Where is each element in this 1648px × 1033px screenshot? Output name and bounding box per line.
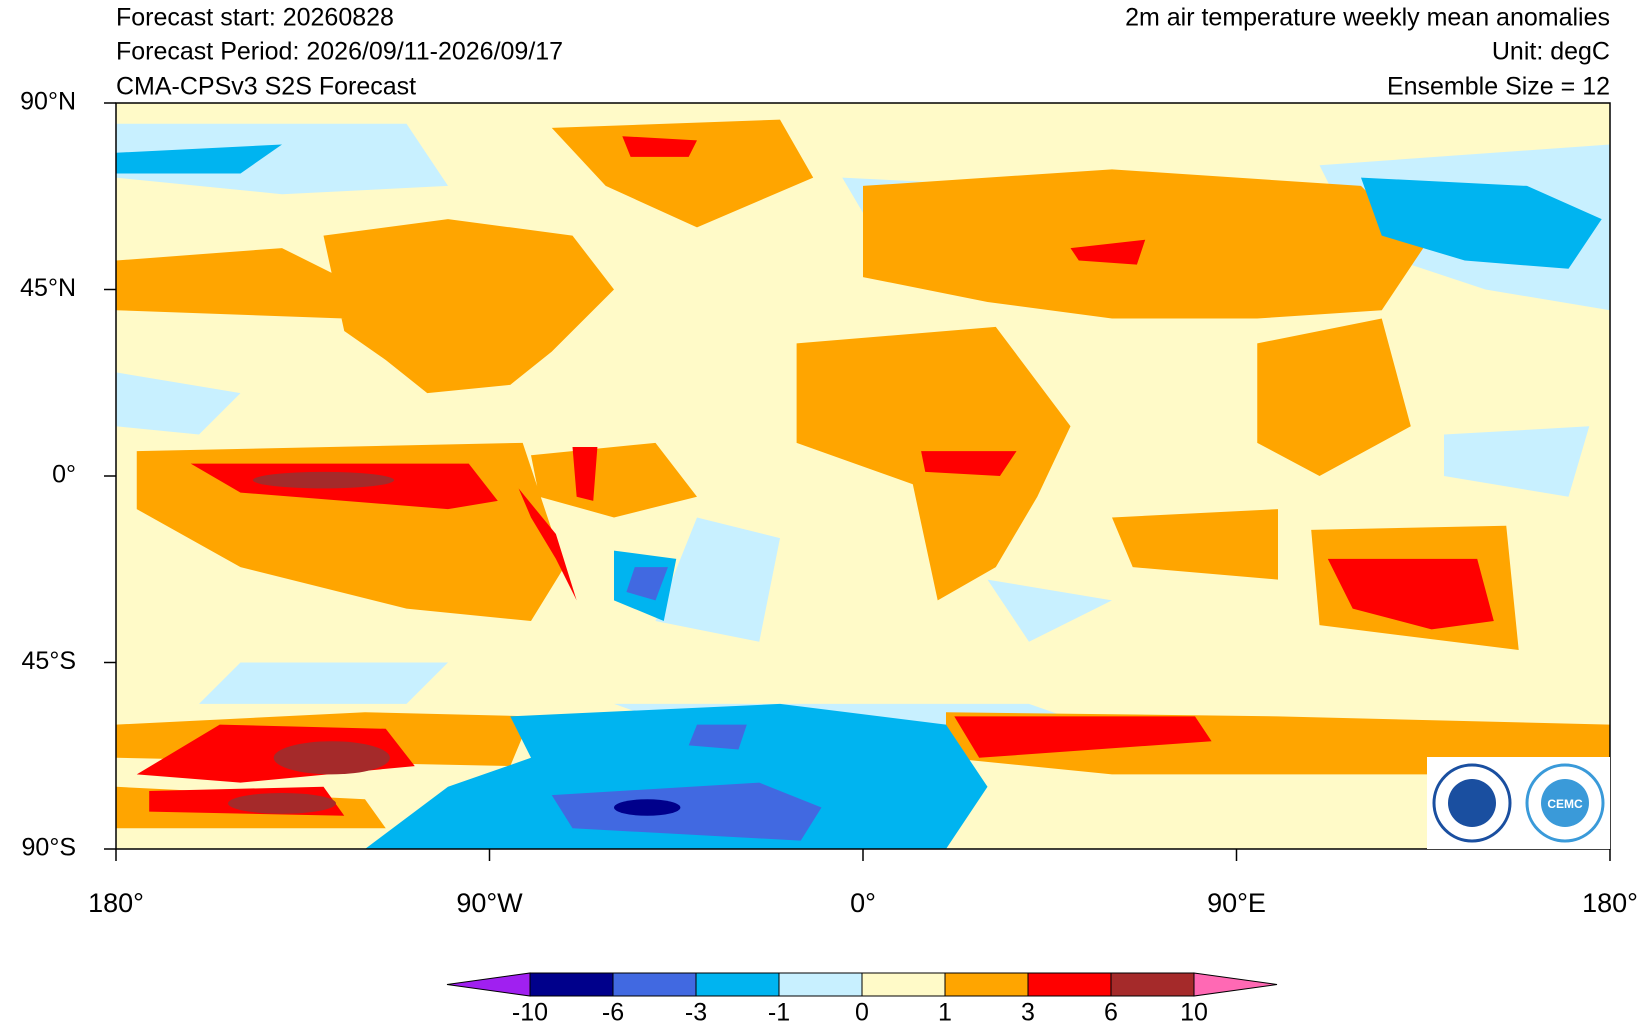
header-text: Ensemble Size = 12 [1387,73,1610,101]
colorbar-label: 3 [1021,999,1035,1027]
y-tick-label: 45°N [20,274,76,302]
colorbar-box [695,972,780,997]
colorbar-label: 10 [1180,999,1208,1027]
header-text: 2m air temperature weekly mean anomalies [1125,4,1610,32]
x-tick-label: 0° [850,888,876,918]
x-tick-label: 180° [88,888,144,918]
colorbar-label: -3 [685,999,707,1027]
colorbar-triangle [446,972,531,997]
x-tick-label: 90°E [1207,888,1266,918]
colorbar-label: -6 [602,999,624,1027]
colorbar-label: -1 [768,999,790,1027]
y-tick-label: 90°S [22,834,76,862]
header-text: CMA-CPSv3 S2S Forecast [116,73,416,101]
x-tick-label: 180° [1582,888,1638,918]
colorbar-label: 0 [855,999,869,1027]
colorbar-label: 6 [1104,999,1118,1027]
colorbar-label: -10 [512,999,548,1027]
logo-text: CEMC [1547,797,1583,811]
map-field [116,103,1610,849]
y-tick-label: 45°S [22,647,76,675]
header-text: Forecast Period: 2026/09/11-2026/09/17 [116,38,563,66]
colorbar-box [861,972,946,997]
header-text: Forecast start: 20260828 [116,4,394,32]
x-tick-label: 90°W [456,888,523,918]
colorbar-box [1110,972,1195,997]
colorbar-box [1027,972,1112,997]
header-text: Unit: degC [1492,38,1610,66]
colorbar-triangle [1193,972,1278,997]
colorbar-box [529,972,614,997]
logos: CEMC [1427,757,1610,849]
colorbar-box [944,972,1029,997]
y-tick-label: 0° [52,461,76,489]
colorbar-box [612,972,697,997]
logo-cma-inner [1448,779,1496,827]
colorbar-label: 1 [938,999,952,1027]
colorbar-box [778,972,863,997]
y-tick-label: 90°N [20,88,76,116]
logo-cemc-inner [1541,779,1589,827]
